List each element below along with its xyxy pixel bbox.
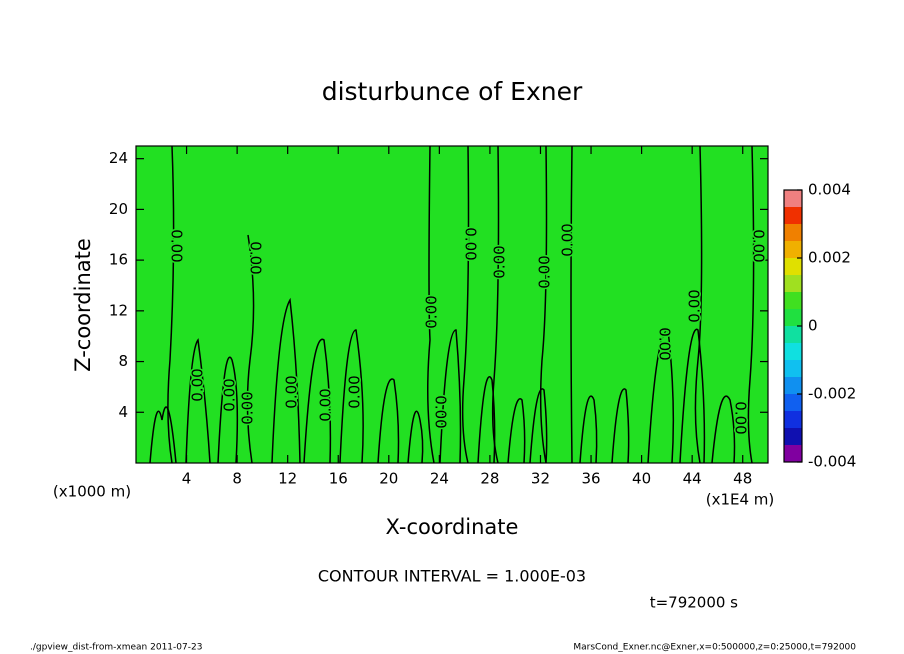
x-tick-label: 4 bbox=[182, 470, 192, 488]
field bbox=[136, 146, 768, 463]
colorbar-tick-label: 0 bbox=[808, 317, 818, 335]
colorbar-cell bbox=[784, 411, 802, 428]
x-tick-label: 12 bbox=[278, 470, 297, 488]
contour-label: 0.00 bbox=[732, 401, 750, 434]
colorbar-tick-label: 0.002 bbox=[808, 249, 851, 267]
colorbar-cell bbox=[784, 394, 802, 411]
colorbar-cell bbox=[784, 292, 802, 309]
x-tick-label: 32 bbox=[531, 470, 550, 488]
colorbar-cell bbox=[784, 326, 802, 343]
colorbar-cell bbox=[784, 309, 802, 326]
y-tick-label: 4 bbox=[118, 403, 128, 421]
x-tick-label: 28 bbox=[480, 470, 499, 488]
y-tick-label: 24 bbox=[109, 149, 128, 167]
x-tick-label: 48 bbox=[733, 470, 752, 488]
contour-label: 0.00 bbox=[423, 295, 441, 328]
contour-label: 0.00 bbox=[686, 289, 704, 322]
y-tick-label: 8 bbox=[118, 352, 128, 370]
contour-interval: CONTOUR INTERVAL = 1.000E-03 bbox=[318, 567, 586, 586]
colorbar-cell bbox=[784, 428, 802, 445]
y-tick-label: 16 bbox=[109, 251, 128, 269]
footer-right: MarsCond_Exner.nc@Exner,x=0:500000,z=0:2… bbox=[573, 643, 856, 653]
contour-label: 0.00 bbox=[239, 391, 257, 424]
contour-label: 0.00 bbox=[346, 375, 364, 408]
x-tick-label: 36 bbox=[581, 470, 600, 488]
contour-label: 0.00 bbox=[317, 388, 335, 421]
colorbar-cell bbox=[784, 360, 802, 377]
colorbar-cell bbox=[784, 258, 802, 275]
contour-label: 0.00 bbox=[432, 395, 450, 428]
x-axis-label: X-coordinate bbox=[386, 515, 519, 539]
contour-label: 0.00 bbox=[559, 223, 577, 256]
contours bbox=[149, 145, 755, 464]
contour-label: 0.00 bbox=[491, 245, 509, 278]
x-tick-label: 8 bbox=[232, 470, 242, 488]
colorbar-cell bbox=[784, 224, 802, 241]
x-unit-left: (x1000 m) bbox=[53, 483, 131, 501]
colorbar-cell bbox=[784, 445, 802, 462]
colorbar-tick-label: 0.004 bbox=[808, 181, 851, 199]
colorbar-cell bbox=[784, 275, 802, 292]
time-label: t=792000 s bbox=[650, 594, 738, 612]
chart-title: disturbunce of Exner bbox=[322, 77, 583, 106]
contour-label: 0.00 bbox=[656, 327, 674, 360]
colorbar-cell bbox=[784, 343, 802, 360]
colorbar-cell bbox=[784, 207, 802, 224]
colorbar-tick-label: -0.004 bbox=[808, 453, 856, 471]
footer-left: ./gpview_dist-from-xmean 2011-07-23 bbox=[30, 643, 202, 653]
contour-label: 0.00 bbox=[189, 368, 207, 401]
x-tick-label: 44 bbox=[683, 470, 702, 488]
contour-label: 0.00 bbox=[283, 375, 301, 408]
x-tick-label: 24 bbox=[430, 470, 449, 488]
colorbar-cell bbox=[784, 377, 802, 394]
contour-label: 0.00 bbox=[750, 229, 768, 262]
x-unit-right: (x1E4 m) bbox=[706, 491, 775, 509]
contour-label: 0.00 bbox=[247, 241, 265, 274]
contour-label: 0.00 bbox=[462, 227, 480, 260]
x-tick-label: 20 bbox=[379, 470, 398, 488]
colorbar-tick-label: -0.002 bbox=[808, 385, 856, 403]
y-axis-label: Z-coordinate bbox=[71, 238, 95, 372]
x-tick-label: 40 bbox=[632, 470, 651, 488]
x-tick-label: 16 bbox=[329, 470, 348, 488]
colorbar-cell bbox=[784, 190, 802, 207]
plot-frame bbox=[135, 145, 769, 464]
y-tick-label: 20 bbox=[109, 200, 128, 218]
contour-label: 0.00 bbox=[536, 255, 554, 288]
contour-label: 0.00 bbox=[221, 378, 239, 411]
contour-label: 0.00 bbox=[168, 229, 186, 262]
colorbar-cell bbox=[784, 241, 802, 258]
y-tick-label: 12 bbox=[109, 301, 128, 319]
